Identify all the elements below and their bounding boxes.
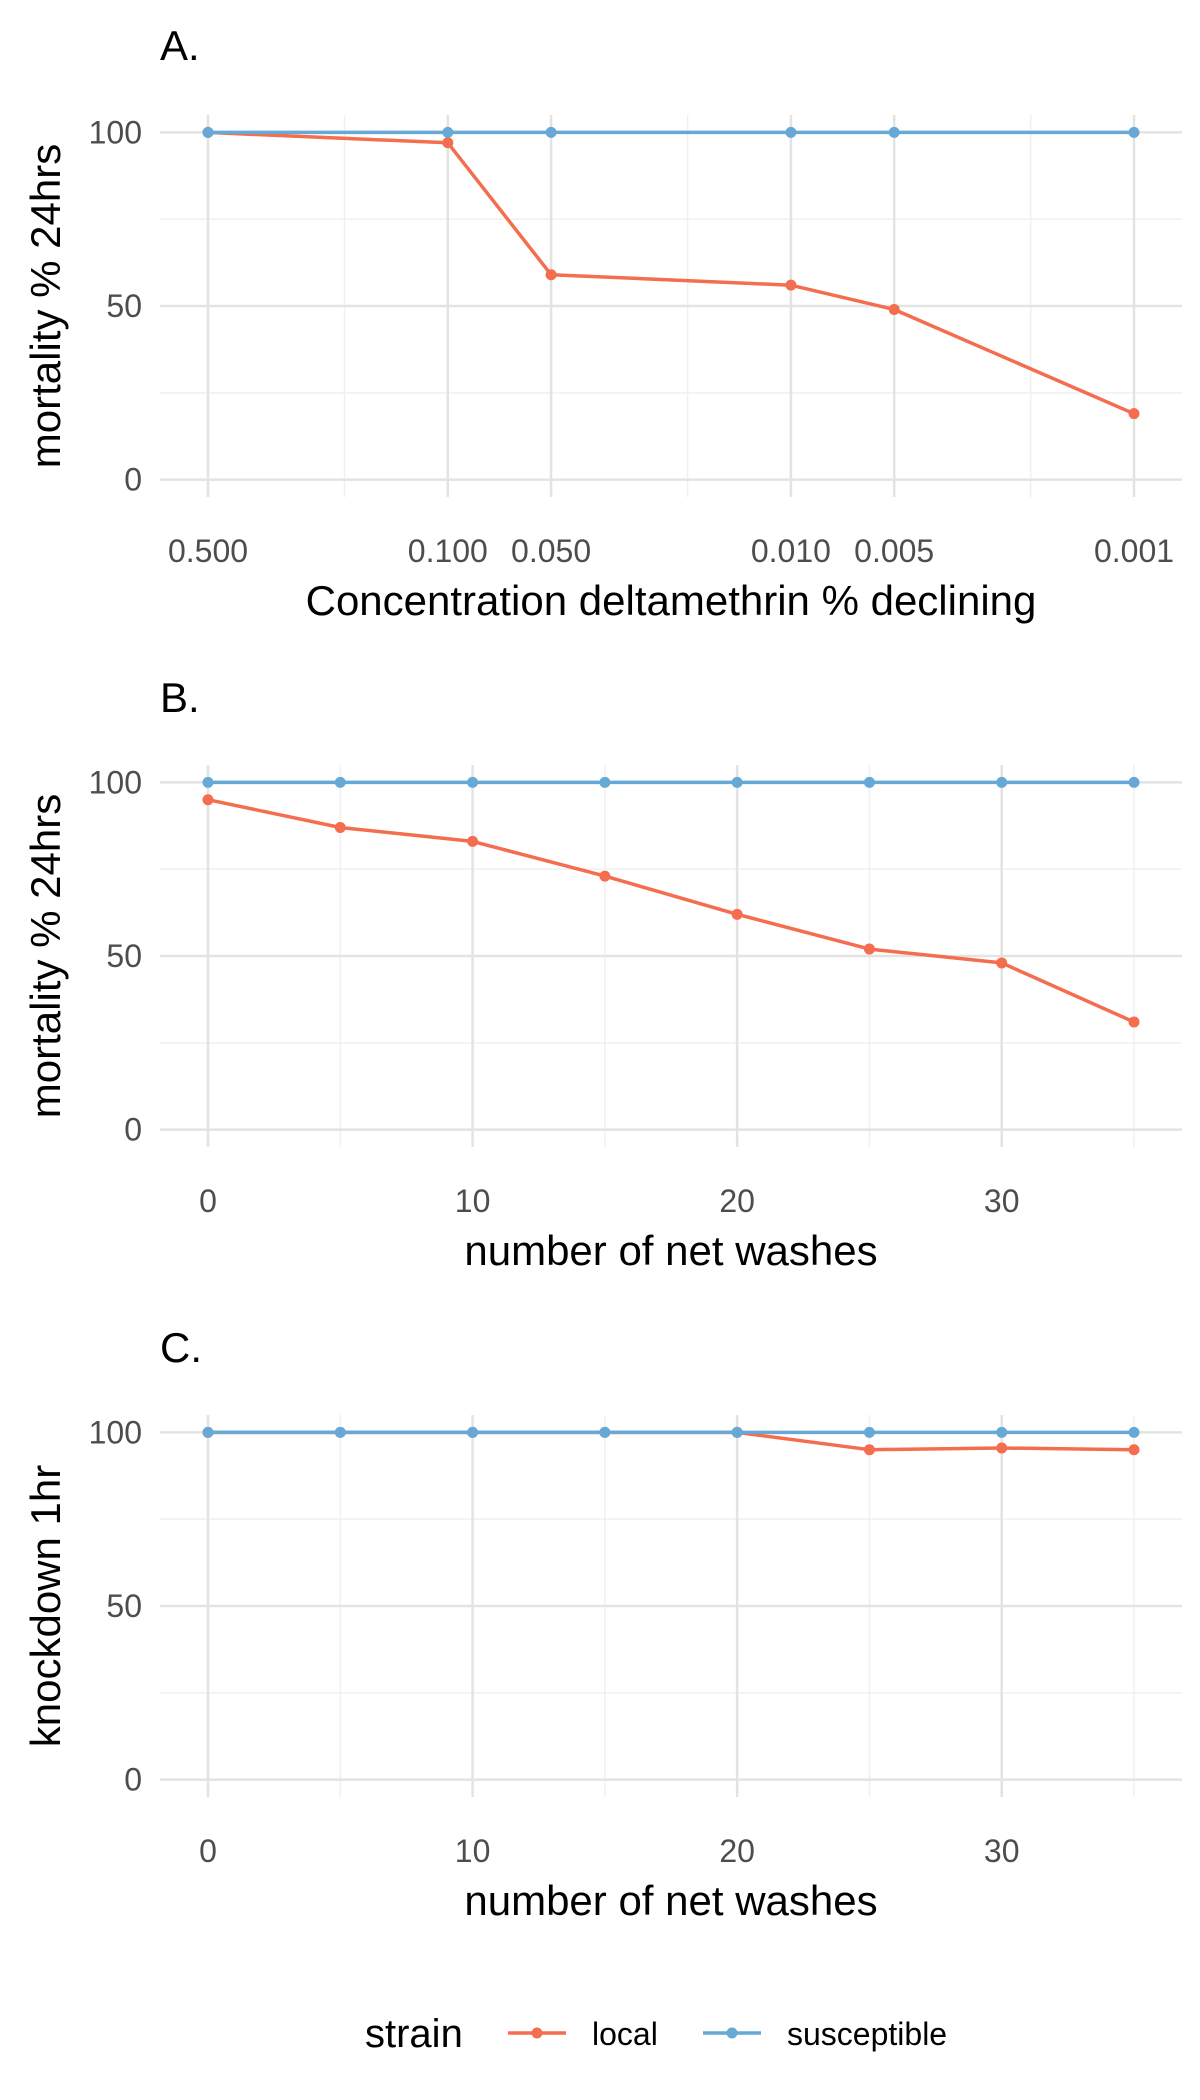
x-tick-label: 20	[719, 1183, 755, 1219]
legend-key-point-susceptible	[726, 2027, 738, 2039]
data-point-susceptible	[731, 776, 743, 788]
panel-title: B.	[160, 674, 200, 721]
y-tick-label: 100	[89, 764, 142, 800]
data-point-susceptible	[863, 776, 875, 788]
data-point-local	[863, 1444, 875, 1456]
x-tick-label: 0.005	[854, 533, 934, 569]
x-tick-label: 0.050	[511, 533, 591, 569]
x-tick-label: 0.010	[751, 533, 831, 569]
x-axis-title: number of net washes	[464, 1877, 877, 1924]
data-point-susceptible	[467, 776, 479, 788]
data-point-susceptible	[1128, 126, 1140, 138]
x-axis-title: number of net washes	[464, 1227, 877, 1274]
data-point-local	[545, 269, 557, 281]
data-point-local	[334, 822, 346, 834]
chart-panel-3: 0 50 100 0 10 20 30 C. number of net washes knock…	[22, 1324, 1182, 1924]
chart-panel-1: 0 50 100 0.500 0.100 0.050 0.010 0.005 0.001 A. Co…	[22, 22, 1182, 624]
y-axis-title: mortality % 24hrs	[22, 144, 69, 468]
data-point-susceptible	[202, 776, 214, 788]
y-tick-label: 0	[124, 1762, 142, 1798]
x-tick-label: 30	[984, 1183, 1020, 1219]
chart-panel-2: 0 50 100 0 10 20 30 B. number of net washes morta…	[22, 674, 1182, 1274]
data-point-local	[202, 794, 214, 806]
data-point-local	[888, 303, 900, 315]
data-point-local	[996, 1442, 1008, 1454]
legend: strain local susceptible	[365, 2012, 947, 2056]
y-tick-label: 50	[106, 288, 142, 324]
data-point-susceptible	[334, 1426, 346, 1438]
series-line-local	[207, 797, 1135, 1024]
panel-title: C.	[160, 1324, 202, 1371]
data-point-susceptible	[1128, 1426, 1140, 1438]
y-tick-label: 0	[124, 462, 142, 498]
data-point-susceptible	[202, 126, 214, 138]
data-point-local	[863, 943, 875, 955]
y-tick-label: 100	[89, 1414, 142, 1450]
y-axis-title: knockdown 1hr	[22, 1465, 69, 1748]
data-point-susceptible	[1128, 776, 1140, 788]
x-tick-label: 0	[199, 1833, 217, 1869]
data-point-local	[996, 957, 1008, 969]
legend-label-local: local	[592, 2016, 658, 2052]
legend-label-susceptible: susceptible	[787, 2016, 947, 2052]
y-tick-label: 50	[106, 1588, 142, 1624]
x-tick-label: 20	[719, 1833, 755, 1869]
data-point-susceptible	[202, 1426, 214, 1438]
legend-title: strain	[365, 2012, 463, 2056]
x-tick-label: 0.500	[168, 533, 248, 569]
y-tick-label: 50	[106, 938, 142, 974]
data-point-susceptible	[442, 126, 454, 138]
data-point-susceptible	[467, 1426, 479, 1438]
x-tick-label: 10	[455, 1183, 491, 1219]
data-point-local	[1128, 408, 1140, 420]
data-point-susceptible	[785, 126, 797, 138]
data-point-local	[731, 908, 743, 920]
data-point-local	[785, 279, 797, 291]
x-tick-label: 0.100	[408, 533, 488, 569]
data-point-local	[599, 870, 611, 882]
data-point-susceptible	[599, 776, 611, 788]
series-line-local	[207, 130, 1135, 416]
y-axis-title: mortality % 24hrs	[22, 794, 69, 1118]
x-tick-label: 30	[984, 1833, 1020, 1869]
data-point-susceptible	[599, 1426, 611, 1438]
data-point-susceptible	[996, 1426, 1008, 1438]
x-tick-label: 0.001	[1094, 533, 1174, 569]
data-point-susceptible	[888, 126, 900, 138]
data-point-local	[442, 137, 454, 149]
data-point-local	[467, 835, 479, 847]
data-point-local	[1128, 1444, 1140, 1456]
x-tick-label: 0	[199, 1183, 217, 1219]
data-point-susceptible	[996, 776, 1008, 788]
data-point-susceptible	[731, 1426, 743, 1438]
data-point-susceptible	[545, 126, 557, 138]
x-tick-label: 10	[455, 1833, 491, 1869]
legend-key-point-local	[531, 2027, 543, 2039]
panel-title: A.	[160, 22, 200, 69]
series-line-local	[208, 1430, 1135, 1452]
data-point-susceptible	[863, 1426, 875, 1438]
data-point-susceptible	[334, 776, 346, 788]
data-point-local	[1128, 1016, 1140, 1028]
y-tick-label: 0	[124, 1112, 142, 1148]
x-axis-title: Concentration deltamethrin % declining	[306, 577, 1037, 624]
y-tick-label: 100	[89, 114, 142, 150]
